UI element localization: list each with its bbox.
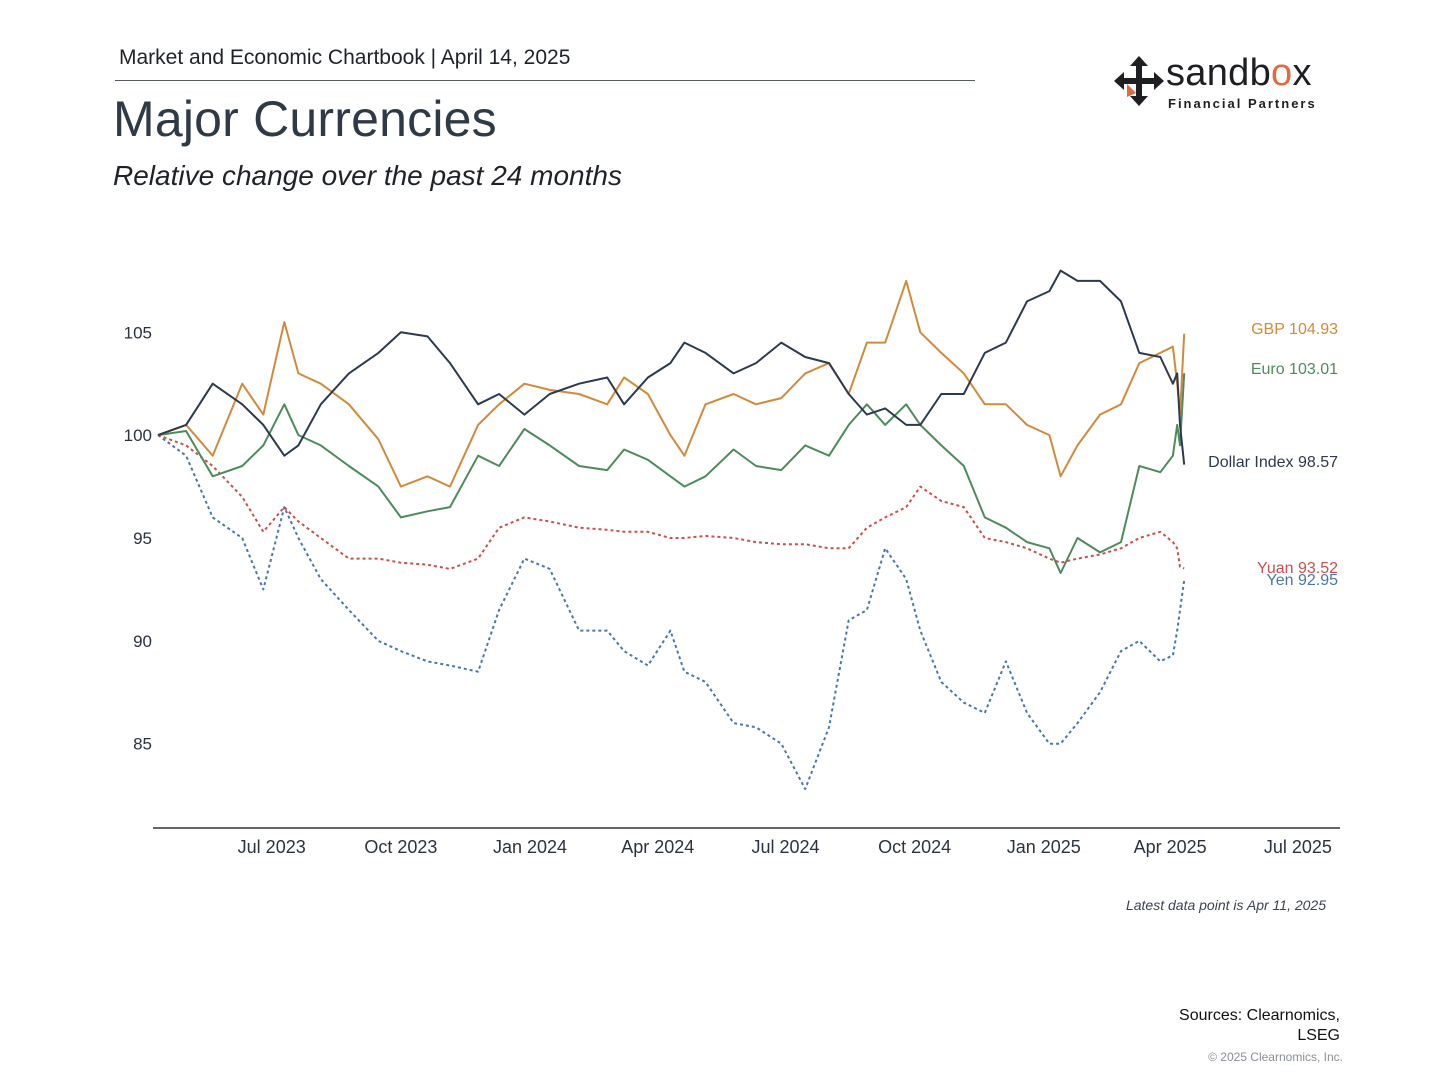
x-tick-label: Apr 2024 bbox=[621, 837, 694, 857]
x-tick-label: Oct 2024 bbox=[878, 837, 951, 857]
series-end-label: Euro 103.01 bbox=[1251, 361, 1338, 378]
latest-data-note: Latest data point is Apr 11, 2025 bbox=[1125, 897, 1326, 913]
x-tick-label: Oct 2023 bbox=[364, 837, 437, 857]
series-line-dollar-index bbox=[157, 269, 1186, 465]
x-tick-label: Jul 2023 bbox=[238, 837, 306, 857]
logo-wordmark: sandbox bbox=[1166, 52, 1312, 94]
chartbook-header: Market and Economic Chartbook | April 14… bbox=[119, 46, 571, 69]
page-subtitle: Relative change over the past 24 months bbox=[113, 160, 622, 191]
series-line-yuan bbox=[157, 434, 1185, 570]
y-tick-label: 100 bbox=[124, 426, 152, 445]
y-tick-label: 85 bbox=[133, 735, 152, 754]
y-tick-label: 90 bbox=[133, 632, 152, 651]
arrows-cross-icon bbox=[1114, 56, 1164, 106]
x-tick-label: Apr 2025 bbox=[1134, 837, 1207, 857]
logo-tagline: Financial Partners bbox=[1168, 96, 1317, 111]
y-tick-label: 105 bbox=[124, 323, 152, 342]
copyright: © 2025 Clearnomics, Inc. bbox=[1208, 1050, 1343, 1064]
x-tick-label: Jul 2025 bbox=[1264, 837, 1332, 857]
series-end-label: Dollar Index 98.57 bbox=[1208, 454, 1338, 471]
x-tick-label: Jan 2024 bbox=[493, 837, 567, 857]
series-line-yen bbox=[157, 434, 1186, 790]
series-end-label: Yen 92.95 bbox=[1267, 572, 1339, 589]
x-tick-label: Jan 2025 bbox=[1007, 837, 1081, 857]
series-line-gbp bbox=[157, 279, 1186, 488]
series-end-label: GBP 104.93 bbox=[1251, 321, 1338, 338]
sandbox-logo: sandbox Financial Partners bbox=[1112, 52, 1332, 114]
header-divider bbox=[115, 80, 975, 81]
y-tick-label: 95 bbox=[133, 529, 152, 548]
series-end-label: Yuan 93.52 bbox=[1257, 560, 1338, 577]
x-tick-label: Jul 2024 bbox=[751, 837, 819, 857]
page-title: Major Currencies bbox=[113, 91, 497, 147]
sources-note: Sources: Clearnomics, LSEG bbox=[1179, 1007, 1340, 1044]
series-line-euro bbox=[157, 373, 1186, 574]
